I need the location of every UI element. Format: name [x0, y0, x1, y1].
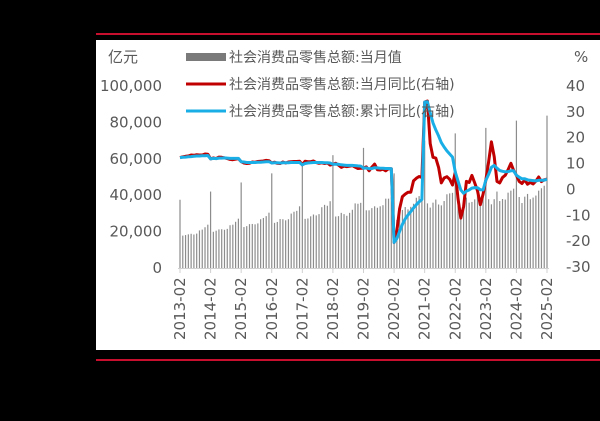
x-tick-label: 2025-02 [538, 277, 556, 340]
x-tick-label: 2022-02 [446, 277, 464, 340]
bottom-rule [96, 359, 600, 361]
line-series [179, 99, 548, 244]
legend-label: 社会消费品零售总额:当月同比(右轴) [229, 77, 455, 93]
right-y-axis: % -30 -20 -10 0 10 20 30 40 [566, 48, 591, 276]
legend-item-monthly-value: 社会消费品零售总额:当月值 [186, 50, 402, 66]
left-y-axis: 亿元 0 20,000 40,000 60,000 80,000 100,000 [100, 48, 162, 277]
legend-item-cumulative-yoy: 社会消费品零售总额:累计同比(右轴) [186, 104, 455, 120]
legend-item-monthly-yoy: 社会消费品零售总额:当月同比(右轴) [186, 77, 455, 93]
x-tick-label: 2015-02 [232, 277, 250, 340]
right-tick-label: -30 [566, 258, 591, 276]
right-tick-label: -10 [566, 206, 591, 224]
right-tick-label: 0 [566, 180, 576, 198]
right-axis-unit: % [574, 48, 588, 66]
left-tick-label: 80,000 [110, 113, 163, 131]
x-tick-label: 2017-02 [293, 277, 311, 340]
top-rule [96, 33, 600, 35]
left-tick-label: 40,000 [110, 186, 163, 204]
legend: 社会消费品零售总额:当月值 社会消费品零售总额:当月同比(右轴) 社会消费品零售… [186, 50, 455, 120]
right-tick-label: -20 [566, 232, 591, 250]
legend-label: 社会消费品零售总额:累计同比(右轴) [229, 104, 455, 120]
x-axis: 2013-02 2014-02 2015-02 2016-02 2017-02 2018-… [171, 268, 556, 340]
left-tick-label: 100,000 [100, 77, 162, 95]
right-tick-label: 10 [566, 155, 585, 173]
x-tick-label: 2016-02 [263, 277, 281, 340]
combo-chart: 2013-02 2014-02 2015-02 2016-02 2017-02 2018-… [100, 48, 591, 340]
x-tick-label: 2021-02 [416, 277, 434, 340]
left-tick-label: 20,000 [110, 223, 163, 241]
left-tick-label: 0 [152, 259, 162, 277]
x-tick-label: 2014-02 [202, 277, 220, 340]
right-tick-label: 20 [566, 129, 585, 147]
x-tick-label: 2019-02 [355, 277, 373, 340]
left-axis-unit: 亿元 [108, 48, 138, 66]
x-tick-label: 2020-02 [385, 277, 403, 340]
right-tick-label: 40 [566, 77, 585, 95]
bar-series-monthly-value [179, 115, 548, 268]
legend-bar-swatch [186, 53, 226, 61]
x-tick-label: 2018-02 [324, 277, 342, 340]
x-tick-label: 2013-02 [171, 277, 189, 340]
chart-panel: 2013-02 2014-02 2015-02 2016-02 2017-02 2018-… [96, 40, 600, 350]
legend-label: 社会消费品零售总额:当月值 [229, 50, 402, 66]
x-tick-label: 2023-02 [477, 277, 495, 340]
left-tick-label: 60,000 [110, 150, 163, 168]
right-tick-label: 30 [566, 103, 585, 121]
line-cumulative-yoy [179, 100, 548, 244]
x-tick-label: 2024-02 [507, 277, 525, 340]
